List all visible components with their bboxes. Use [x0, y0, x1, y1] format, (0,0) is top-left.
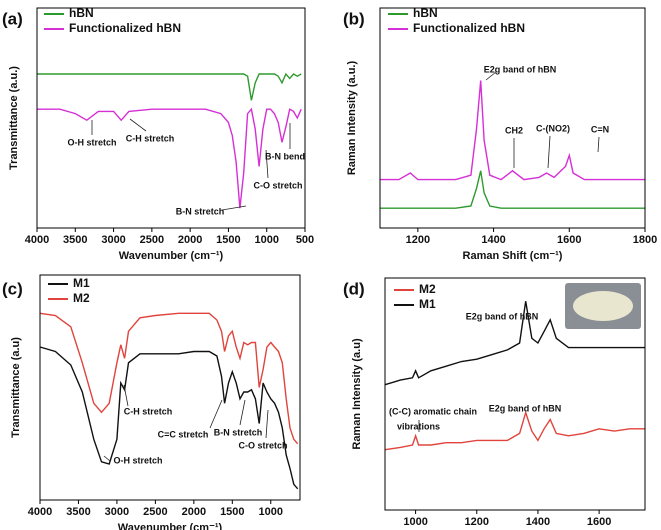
annotation: B-N stretch [176, 206, 225, 216]
panel-label: (c) [2, 279, 23, 298]
plot-frame [39, 274, 301, 501]
y-axis-label: Raman Intensity (a.u) [351, 338, 363, 450]
x-tick-label: 3500 [66, 506, 90, 518]
legend-label: M1 [419, 297, 436, 311]
annotation: CH2 [505, 125, 523, 135]
plot-frame [384, 277, 646, 511]
x-tick-label: 1200 [406, 234, 430, 246]
annotation: C-H stretch [126, 133, 175, 143]
annotation-arrow [239, 399, 246, 426]
legend-label: M2 [73, 291, 90, 305]
annotation-arrow [123, 384, 129, 407]
x-tick-label: 1000 [259, 506, 283, 518]
annotation-arrow [547, 135, 551, 169]
series-line [37, 107, 302, 209]
x-tick-label: 3500 [63, 234, 87, 246]
x-tick-label: 3000 [101, 234, 125, 246]
x-tick-label: 1600 [557, 234, 581, 246]
legend-label: M2 [419, 282, 436, 296]
series-line [380, 170, 645, 209]
x-tick-label: 2000 [182, 506, 206, 518]
annotation-arrow [265, 409, 269, 439]
x-tick-label: 1200 [465, 516, 489, 528]
y-axis-label: Raman Intensity (a.u.) [346, 61, 358, 176]
series-line [39, 346, 299, 490]
annotation: C=N [591, 124, 609, 134]
annotation-arrow [265, 149, 269, 179]
x-tick-label: 1400 [526, 516, 550, 528]
legend-label: Functionalized hBN [69, 21, 181, 35]
legend-label: hBN [413, 6, 438, 20]
x-tick-label: 1500 [216, 234, 240, 246]
annotation-arrow [103, 455, 111, 462]
panel-label: (d) [343, 279, 365, 298]
annotation-arrow [209, 399, 223, 429]
x-tick-label: 1600 [587, 516, 611, 528]
annotation: O-H stretch [67, 137, 116, 147]
annotation: C=C stretch [158, 429, 209, 439]
x-tick-label: 2000 [178, 234, 202, 246]
legend-label: hBN [69, 6, 94, 20]
series-line [380, 80, 645, 181]
annotation: C-(NO2) [536, 123, 570, 133]
annotation: E2g band of hBN [466, 311, 539, 321]
series-line [384, 410, 645, 451]
x-tick-label: 1500 [220, 506, 244, 518]
annotation: B-N bend [265, 151, 305, 161]
annotation: vibrations [397, 421, 440, 431]
x-tick-label: 2500 [143, 506, 167, 518]
x-tick-label: 1800 [633, 234, 657, 246]
legend-label: M1 [73, 276, 90, 290]
x-axis-label: Wavenumber (cm⁻¹) [118, 522, 223, 530]
annotation: C-H stretch [124, 406, 173, 416]
x-tick-label: 1400 [481, 234, 505, 246]
annotation: O-H stretch [113, 455, 162, 465]
series-line [384, 301, 645, 386]
x-tick-label: 2500 [140, 234, 164, 246]
series-line [39, 312, 299, 445]
annotation: E2g band of hBN [489, 403, 562, 413]
plot-frame [36, 7, 306, 229]
series-line [37, 72, 302, 101]
annotation: C-O stretch [253, 180, 302, 190]
annotation-arrow [221, 205, 247, 211]
plot-frame [379, 7, 646, 229]
x-tick-label: 4000 [28, 506, 52, 518]
annotation: B-N stretch [214, 427, 263, 437]
panel-label: (b) [343, 9, 365, 28]
annotation-arrow [597, 136, 600, 153]
panel-label: (a) [2, 9, 23, 28]
annotation-arrow [485, 71, 497, 81]
x-tick-label: 3000 [105, 506, 129, 518]
y-axis-label: Transmittance (a.u.) [8, 66, 20, 170]
annotation: E2g band of hBN [484, 64, 557, 74]
annotation: (C-C) aromatic chain [389, 406, 477, 416]
x-tick-label: 1000 [403, 516, 427, 528]
legend-label: Functionalized hBN [413, 21, 525, 35]
x-axis-label: Raman Shift (cm⁻¹) [463, 250, 563, 262]
x-tick-label: 500 [296, 234, 314, 246]
annotation: C-O stretch [238, 440, 287, 450]
y-axis-label: Transmittance (a.u) [10, 337, 22, 438]
x-axis-label: Wavenumber (cm⁻¹) [119, 250, 224, 262]
x-tick-label: 1000 [254, 234, 278, 246]
inset-sample [573, 291, 633, 321]
annotation-arrow [129, 118, 147, 132]
x-tick-label: 4000 [25, 234, 49, 246]
